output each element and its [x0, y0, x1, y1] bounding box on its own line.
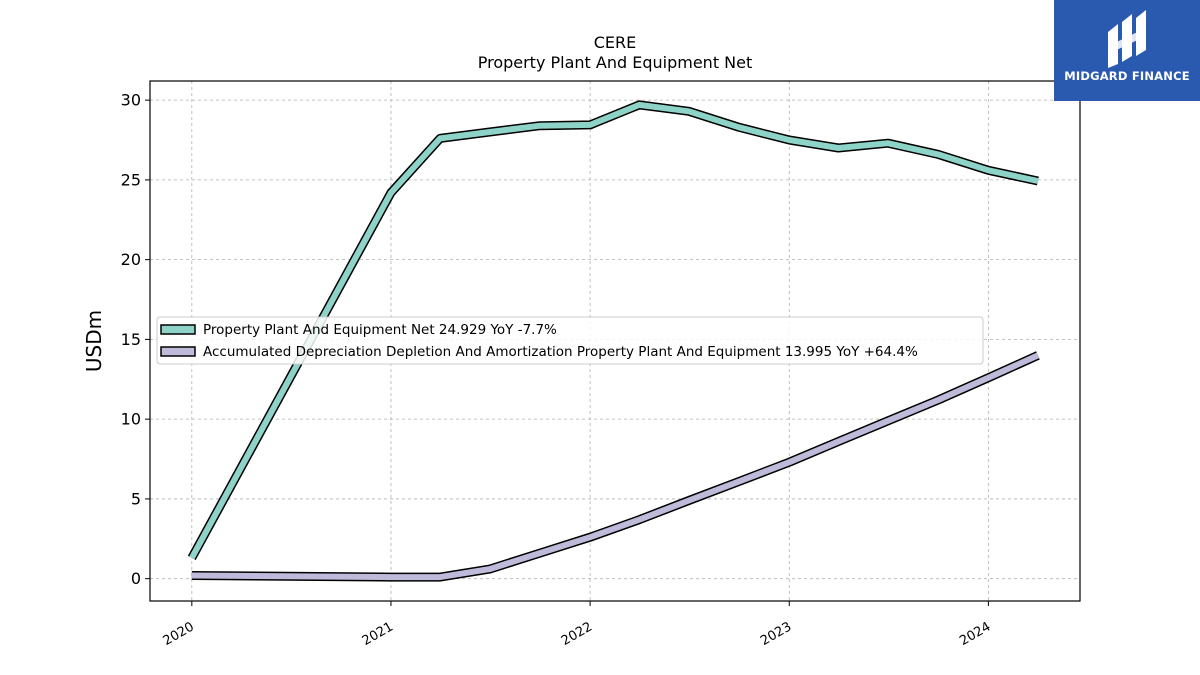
series-fill-line	[189, 101, 1039, 560]
plot-frame	[149, 80, 1081, 602]
legend-box	[156, 316, 984, 365]
midgard-logo-icon	[1108, 10, 1146, 68]
legend-item-label: Property Plant And Equipment Net 24.929 …	[203, 322, 557, 338]
series-fill-line	[191, 352, 1040, 581]
logo-text: MIDGARD FINANCE	[1064, 69, 1190, 83]
chart-title: CERE	[594, 33, 637, 52]
legend: Property Plant And Equipment Net 24.929 …	[156, 316, 984, 365]
series-line-1	[187, 100, 1039, 561]
y-tick-label: 15	[121, 330, 141, 349]
y-tick-label: 0	[131, 569, 141, 588]
x-tick-label: 2023	[758, 619, 794, 649]
x-tick-label: 2022	[559, 619, 595, 649]
x-tick-label: 2021	[360, 619, 396, 649]
series-line-2	[191, 351, 1040, 582]
y-tick-label: 10	[121, 410, 141, 429]
series-lines	[187, 100, 1040, 582]
y-tick-label: 25	[121, 170, 141, 189]
y-tick-label: 30	[121, 91, 141, 110]
brand-logo: MIDGARD FINANCE	[1054, 0, 1200, 101]
y-axis-label: USDm	[82, 310, 106, 372]
x-tick-label: 2020	[161, 619, 197, 649]
legend-item-label: Accumulated Depreciation Depletion And A…	[203, 344, 918, 360]
chart-subtitle: Property Plant And Equipment Net	[478, 53, 753, 72]
legend-swatch	[160, 346, 196, 357]
axes: 0 5 10 15 20 25 30 2020 2021 2022 2023 2024	[121, 91, 994, 649]
x-tick-label: 2024	[957, 619, 993, 649]
legend-swatch	[160, 324, 196, 335]
y-tick-label: 20	[121, 250, 141, 269]
series-outline	[191, 351, 1040, 582]
y-tick-label: 5	[131, 489, 141, 508]
